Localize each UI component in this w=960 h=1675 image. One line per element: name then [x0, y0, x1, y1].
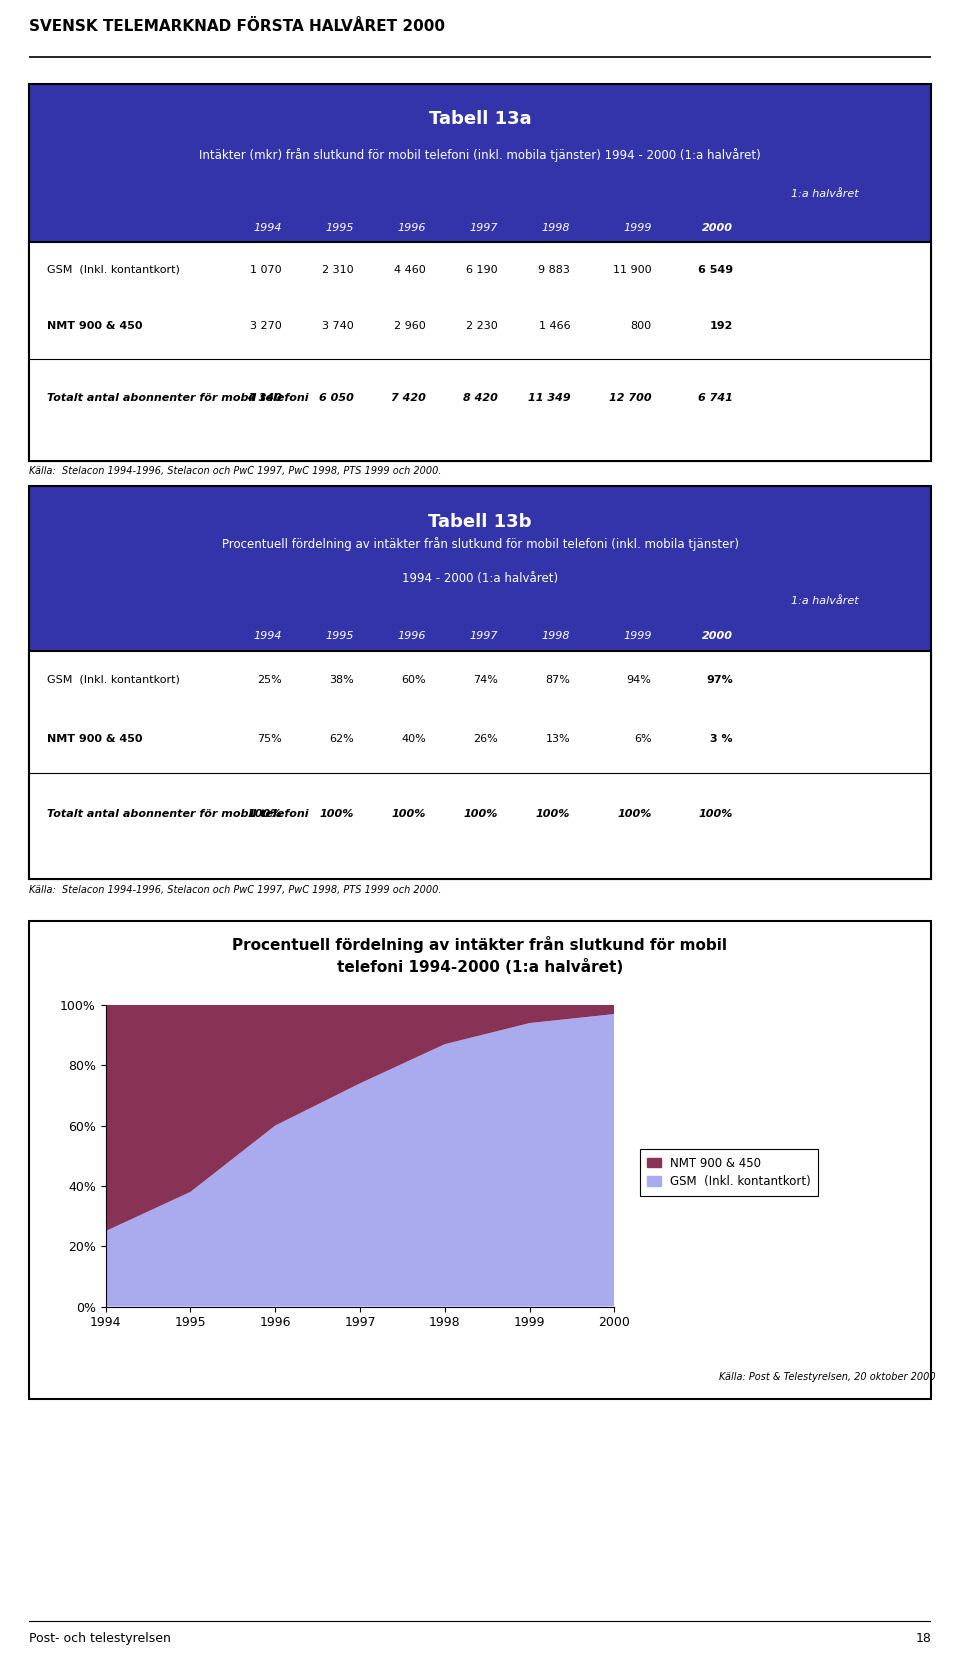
Text: 3 270: 3 270: [250, 322, 281, 332]
Text: 94%: 94%: [627, 675, 652, 685]
Text: 8 420: 8 420: [463, 392, 498, 402]
Text: 100%: 100%: [247, 809, 281, 819]
Text: 100%: 100%: [617, 809, 652, 819]
Text: SVENSK TELEMARKNAD FÖRSTA HALVÅRET 2000: SVENSK TELEMARKNAD FÖRSTA HALVÅRET 2000: [29, 18, 444, 34]
Text: GSM  (Inkl. kontantkort): GSM (Inkl. kontantkort): [47, 265, 180, 275]
Text: 6%: 6%: [634, 734, 652, 744]
Text: 40%: 40%: [401, 734, 426, 744]
Text: 60%: 60%: [401, 675, 426, 685]
Text: NMT 900 & 450: NMT 900 & 450: [47, 734, 142, 744]
Text: 6 549: 6 549: [698, 265, 732, 275]
Text: 25%: 25%: [256, 675, 281, 685]
Text: 6 050: 6 050: [319, 392, 353, 402]
Text: 800: 800: [631, 322, 652, 332]
Text: 6 190: 6 190: [467, 265, 498, 275]
Text: 1 466: 1 466: [539, 322, 570, 332]
Text: 62%: 62%: [329, 734, 353, 744]
Text: Tabell 13b: Tabell 13b: [428, 513, 532, 531]
Text: 1:a halvåret: 1:a halvåret: [791, 189, 859, 199]
Text: 74%: 74%: [473, 675, 498, 685]
Text: 192: 192: [709, 322, 732, 332]
Text: 100%: 100%: [536, 809, 570, 819]
Text: 3 %: 3 %: [710, 734, 732, 744]
Text: GSM  (Inkl. kontantkort): GSM (Inkl. kontantkort): [47, 675, 180, 685]
Text: 12 700: 12 700: [609, 392, 652, 402]
Text: 1 070: 1 070: [250, 265, 281, 275]
Text: 2000: 2000: [702, 631, 732, 642]
Text: 1996: 1996: [397, 223, 426, 233]
Text: 100%: 100%: [464, 809, 498, 819]
Text: 2000: 2000: [702, 223, 732, 233]
Text: 13%: 13%: [545, 734, 570, 744]
Text: 9 883: 9 883: [539, 265, 570, 275]
Legend: NMT 900 & 450, GSM  (Inkl. kontantkort): NMT 900 & 450, GSM (Inkl. kontantkort): [639, 1149, 818, 1196]
Text: 100%: 100%: [320, 809, 353, 819]
Text: NMT 900 & 450: NMT 900 & 450: [47, 322, 142, 332]
Text: 1995: 1995: [325, 631, 353, 642]
Text: Post- och telestyrelsen: Post- och telestyrelsen: [29, 1631, 171, 1645]
Text: 1994: 1994: [253, 631, 281, 642]
Text: 2 230: 2 230: [467, 322, 498, 332]
Text: 87%: 87%: [545, 675, 570, 685]
Text: Procentuell fördelning av intäkter från slutkund för mobil telefoni (inkl. mobil: Procentuell fördelning av intäkter från …: [222, 538, 738, 551]
Text: 97%: 97%: [706, 675, 732, 685]
Text: 3 740: 3 740: [322, 322, 353, 332]
Text: Tabell 13a: Tabell 13a: [429, 111, 531, 127]
Text: Källa: Post & Telestyrelsen, 20 oktober 2000: Källa: Post & Telestyrelsen, 20 oktober …: [719, 1372, 935, 1382]
Text: 38%: 38%: [329, 675, 353, 685]
FancyBboxPatch shape: [29, 486, 931, 879]
FancyBboxPatch shape: [29, 84, 931, 461]
Text: 1995: 1995: [325, 223, 353, 233]
Text: Procentuell fördelning av intäkter från slutkund för mobil
telefoni 1994-2000 (1: Procentuell fördelning av intäkter från …: [232, 936, 728, 975]
Text: 1996: 1996: [397, 631, 426, 642]
Text: 4 340: 4 340: [247, 392, 281, 402]
Text: 11 900: 11 900: [612, 265, 652, 275]
FancyBboxPatch shape: [29, 241, 931, 461]
Text: Totalt antal abonnenter för mobil telefoni: Totalt antal abonnenter för mobil telefo…: [47, 809, 308, 819]
Text: Källa:  Stelacon 1994-1996, Stelacon och PwC 1997, PwC 1998, PTS 1999 och 2000.: Källa: Stelacon 1994-1996, Stelacon och …: [29, 884, 442, 894]
Text: Intäkter (mkr) från slutkund för mobil telefoni (inkl. mobila tjänster) 1994 - 2: Intäkter (mkr) från slutkund för mobil t…: [199, 147, 761, 162]
Text: 1997: 1997: [469, 223, 498, 233]
Text: 26%: 26%: [473, 734, 498, 744]
Text: 6 741: 6 741: [698, 392, 732, 402]
Text: 1999: 1999: [623, 631, 652, 642]
Text: 18: 18: [915, 1631, 931, 1645]
Text: 1997: 1997: [469, 631, 498, 642]
Text: 2 310: 2 310: [322, 265, 353, 275]
Text: 1994: 1994: [253, 223, 281, 233]
Text: Totalt antal abonnenter för mobil telefoni: Totalt antal abonnenter för mobil telefo…: [47, 392, 308, 402]
FancyBboxPatch shape: [29, 652, 931, 879]
Text: 4 460: 4 460: [395, 265, 426, 275]
Text: 100%: 100%: [392, 809, 426, 819]
FancyBboxPatch shape: [29, 921, 931, 1399]
Text: Källa:  Stelacon 1994-1996, Stelacon och PwC 1997, PwC 1998, PTS 1999 och 2000.: Källa: Stelacon 1994-1996, Stelacon och …: [29, 467, 442, 476]
Text: 1:a halvåret: 1:a halvåret: [791, 596, 859, 606]
Text: 75%: 75%: [256, 734, 281, 744]
Text: 100%: 100%: [698, 809, 732, 819]
Text: 1998: 1998: [541, 223, 570, 233]
Text: 1999: 1999: [623, 223, 652, 233]
Text: 1994 - 2000 (1:a halvåret): 1994 - 2000 (1:a halvåret): [402, 573, 558, 585]
Text: 2 960: 2 960: [395, 322, 426, 332]
Text: 11 349: 11 349: [528, 392, 570, 402]
Text: 1998: 1998: [541, 631, 570, 642]
Text: 7 420: 7 420: [391, 392, 426, 402]
